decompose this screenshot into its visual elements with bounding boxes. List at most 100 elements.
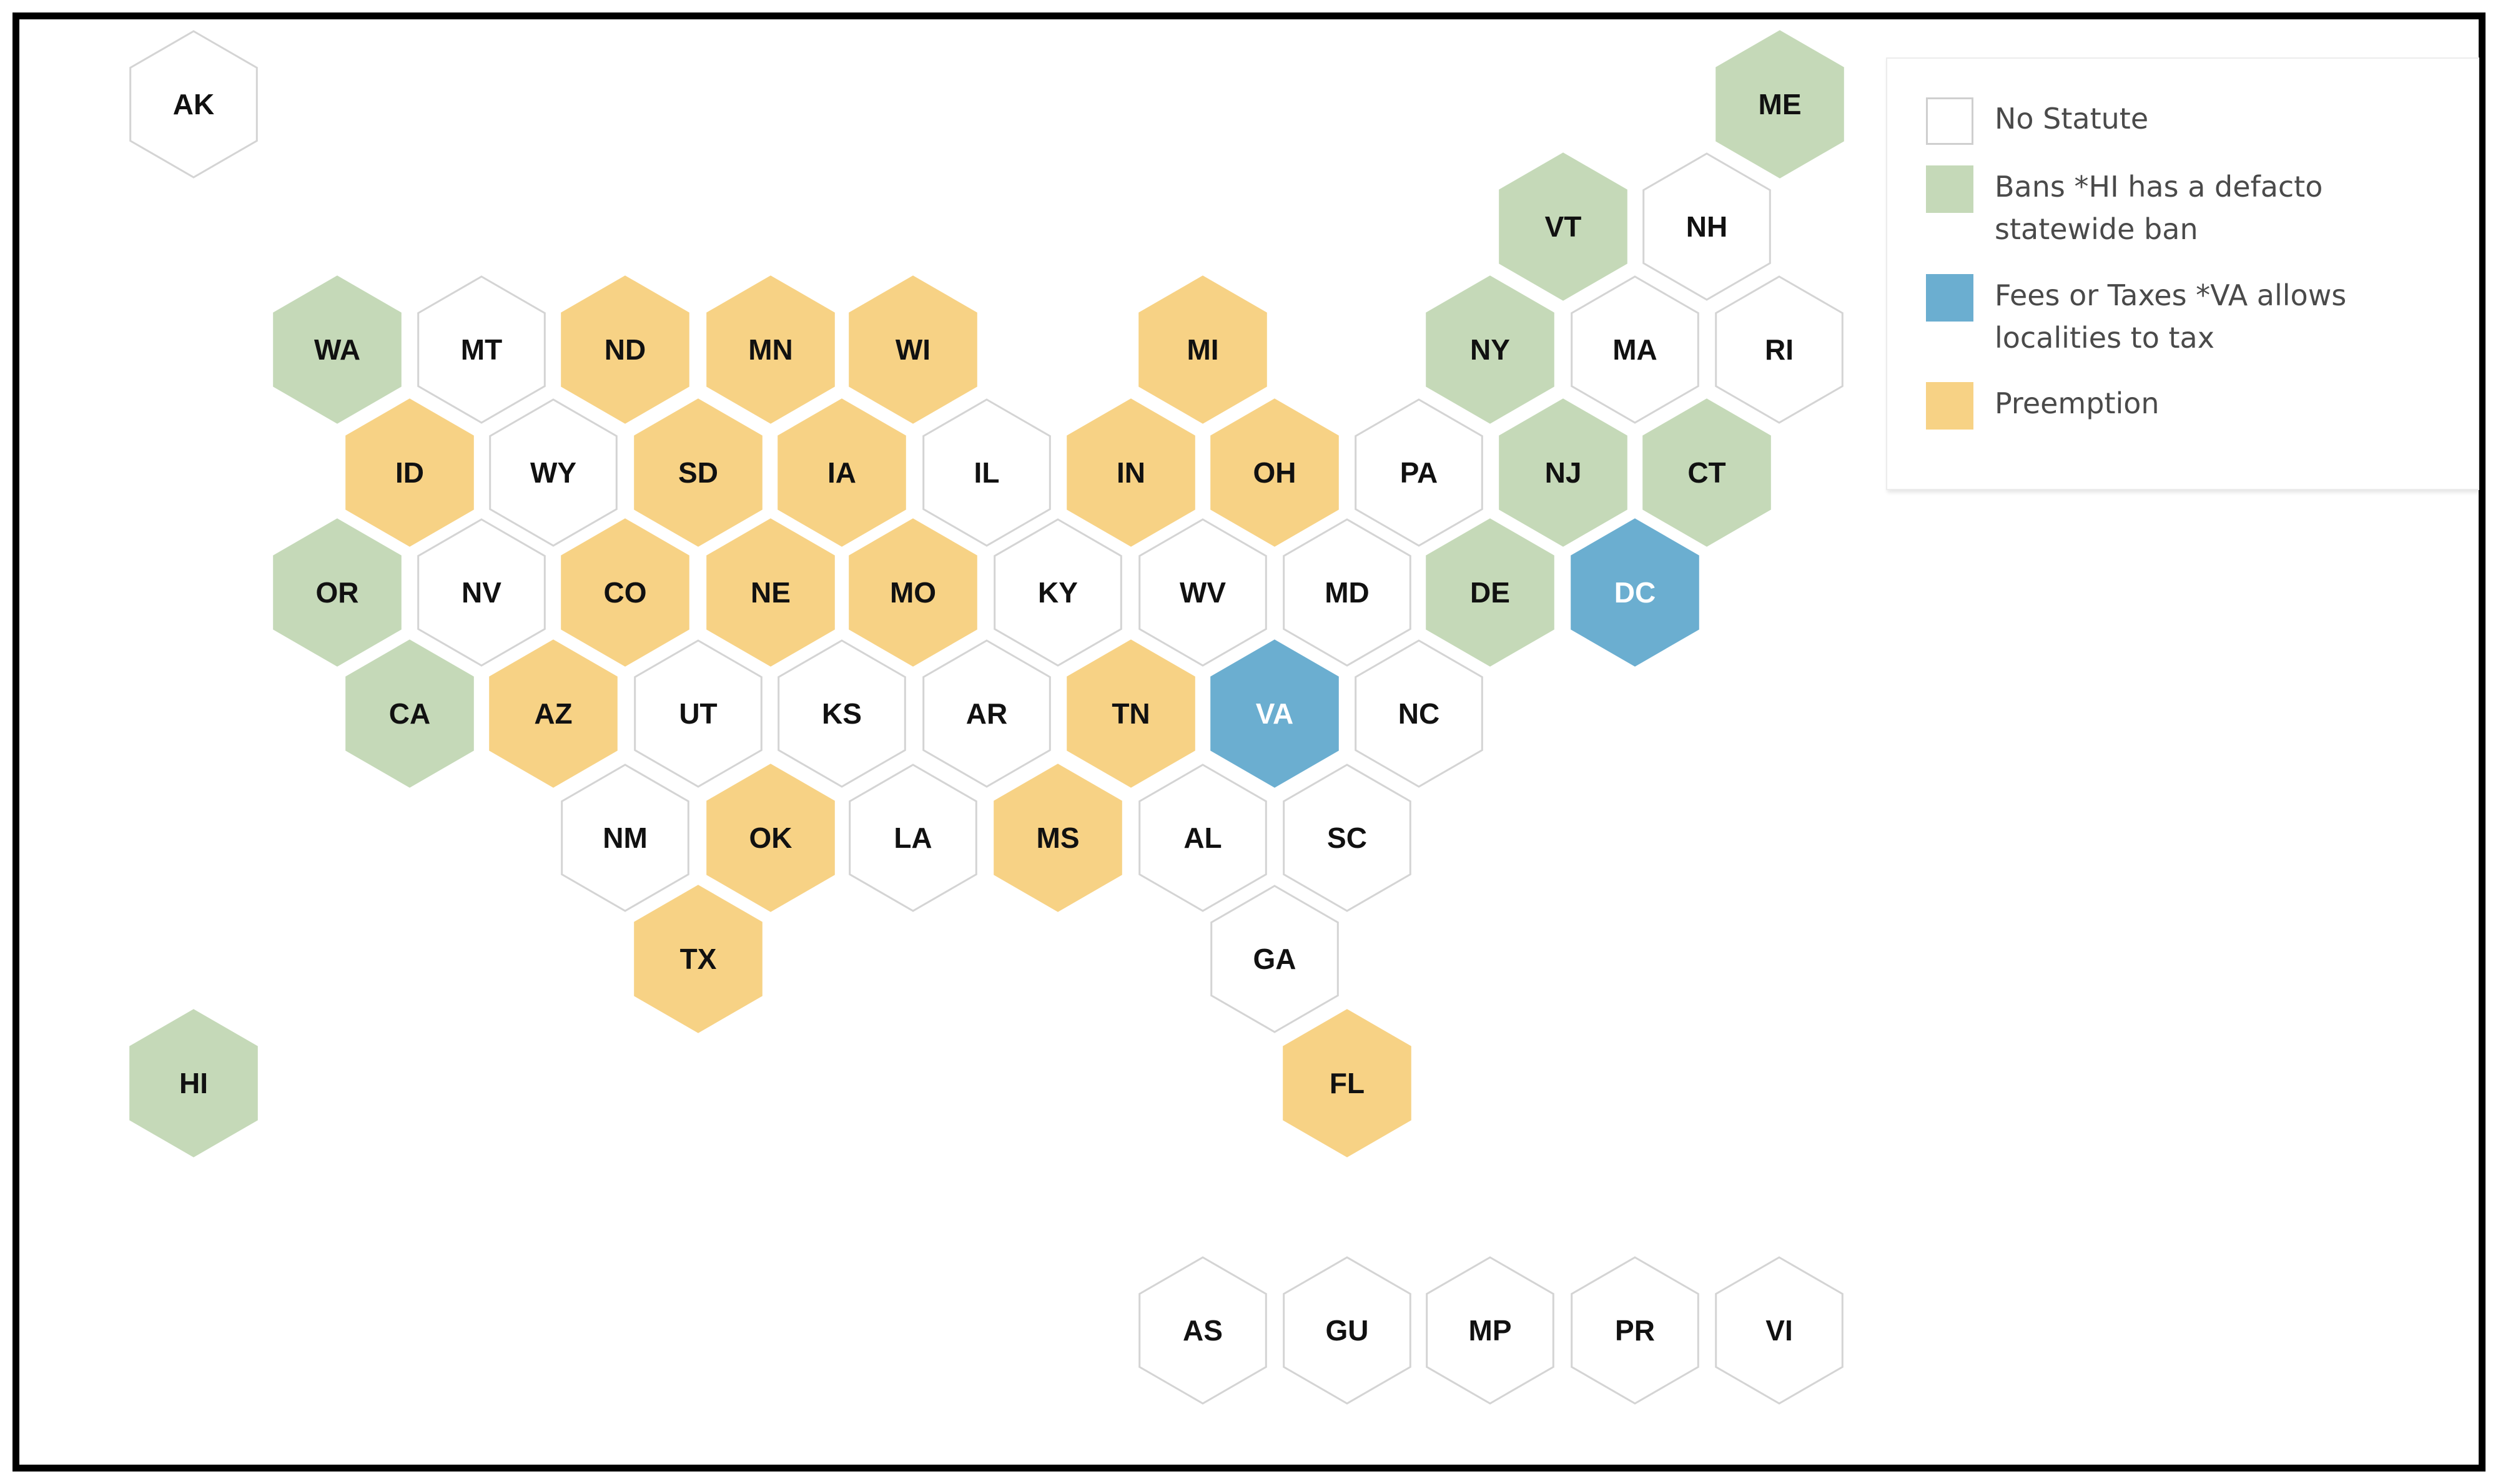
- state-label-ar: AR: [966, 697, 1007, 730]
- state-label-ct: CT: [1687, 456, 1725, 489]
- state-tile-ks: KS: [778, 639, 906, 788]
- state-label-as: AS: [1183, 1314, 1223, 1347]
- state-label-ky: KY: [1038, 576, 1078, 609]
- state-tile-nd: ND: [561, 275, 689, 424]
- state-label-ut: UT: [679, 697, 717, 730]
- state-hex-il: [922, 398, 1051, 547]
- state-label-wi: WI: [896, 333, 931, 366]
- state-hex-pr: [1571, 1256, 1699, 1405]
- legend-item-fees-or-taxes: Fees or Taxes *VA allows localities to t…: [1926, 274, 2444, 359]
- legend-swatch-preemption: [1926, 382, 1973, 430]
- state-hex-ak: [129, 30, 258, 179]
- state-hex-sd: [634, 398, 763, 547]
- state-label-ak: AK: [173, 88, 214, 120]
- state-hex-mi: [1138, 275, 1267, 424]
- state-tile-nh: NH: [1642, 152, 1771, 301]
- state-hex-pa: [1355, 398, 1483, 547]
- state-label-ia: IA: [827, 456, 856, 489]
- state-label-ri: RI: [1765, 333, 1794, 366]
- state-hex-ga: [1210, 885, 1339, 1033]
- legend-label-fees-or-taxes: Fees or Taxes *VA allows localities to t…: [1995, 278, 2347, 355]
- state-tile-ma: MA: [1571, 275, 1699, 424]
- state-tile-nj: NJ: [1499, 398, 1627, 547]
- state-label-ne: NE: [751, 576, 791, 609]
- state-tile-ri: RI: [1715, 275, 1844, 424]
- state-label-tx: TX: [680, 943, 717, 975]
- state-tile-ne: NE: [706, 518, 835, 667]
- state-label-ks: KS: [822, 697, 862, 730]
- state-tile-mo: MO: [849, 518, 977, 667]
- state-hex-de: [1426, 518, 1554, 667]
- state-hex-nv: [417, 518, 546, 667]
- state-tile-al: AL: [1138, 764, 1267, 912]
- legend-label-bans: Bans *HI has a defacto statewide ban: [1995, 170, 2323, 246]
- state-tile-dc: DC: [1571, 518, 1699, 667]
- state-label-sc: SC: [1327, 822, 1367, 854]
- state-hex-fl: [1283, 1009, 1411, 1157]
- state-tile-wi: WI: [849, 275, 977, 424]
- state-hex-md: [1283, 518, 1411, 667]
- state-tile-il: IL: [922, 398, 1051, 547]
- state-tile-ms: MS: [994, 764, 1122, 912]
- state-label-oh: OH: [1253, 456, 1296, 489]
- state-hex-nh: [1642, 152, 1771, 301]
- state-tile-fl: FL: [1283, 1009, 1411, 1157]
- state-label-nh: NH: [1686, 210, 1727, 243]
- state-tile-ok: OK: [706, 764, 835, 912]
- state-tile-hi: HI: [129, 1009, 258, 1157]
- state-label-me: ME: [1759, 88, 1802, 120]
- state-tile-ut: UT: [634, 639, 763, 788]
- state-label-hi: HI: [179, 1067, 208, 1099]
- state-tile-ar: AR: [922, 639, 1051, 788]
- state-label-az: AZ: [534, 697, 572, 730]
- state-hex-tn: [1067, 639, 1195, 788]
- state-label-nm: NM: [603, 822, 648, 854]
- state-tile-ky: KY: [994, 518, 1122, 667]
- state-tile-in: IN: [1067, 398, 1195, 547]
- state-label-md: MD: [1325, 576, 1370, 609]
- state-hex-ky: [994, 518, 1122, 667]
- state-label-dc: DC: [1614, 576, 1656, 609]
- state-hex-oh: [1210, 398, 1339, 547]
- state-tile-me: ME: [1716, 30, 1844, 179]
- state-hex-mo: [849, 518, 977, 667]
- state-tile-tn: TN: [1067, 639, 1195, 788]
- state-tile-nc: NC: [1355, 639, 1483, 788]
- state-label-id: ID: [395, 456, 424, 489]
- state-tile-la: LA: [849, 764, 977, 912]
- legend-item-no-statute: No Statute: [1926, 97, 2444, 145]
- state-label-vi: VI: [1765, 1314, 1792, 1347]
- state-label-va: VA: [1256, 697, 1294, 730]
- state-label-wa: WA: [314, 333, 360, 366]
- state-tile-ny: NY: [1426, 275, 1554, 424]
- state-label-il: IL: [974, 456, 1000, 489]
- state-hex-ks: [778, 639, 906, 788]
- state-hex-ct: [1642, 398, 1771, 547]
- state-tile-ct: CT: [1642, 398, 1771, 547]
- legend-label-no-statute: No Statute: [1995, 102, 2149, 135]
- state-label-or: OR: [316, 576, 359, 609]
- state-label-mi: MI: [1187, 333, 1218, 366]
- state-label-mt: MT: [461, 333, 502, 366]
- state-label-fl: FL: [1330, 1067, 1365, 1099]
- state-label-tn: TN: [1112, 697, 1150, 730]
- state-label-wy: WY: [530, 456, 576, 489]
- state-hex-la: [849, 764, 977, 912]
- state-hex-az: [489, 639, 618, 788]
- state-label-ma: MA: [1612, 333, 1657, 366]
- state-hex-ut: [634, 639, 763, 788]
- state-tile-vi: VI: [1715, 1256, 1844, 1405]
- state-hex-co: [561, 518, 689, 667]
- state-label-nd: ND: [605, 333, 646, 366]
- state-hex-vt: [1499, 152, 1627, 301]
- state-label-co: CO: [604, 576, 647, 609]
- state-tile-wy: WY: [489, 398, 618, 547]
- legend-item-bans: Bans *HI has a defacto statewide ban: [1926, 165, 2444, 250]
- state-tile-va: VA: [1210, 639, 1339, 788]
- state-tile-wa: WA: [273, 275, 402, 424]
- state-tile-sd: SD: [634, 398, 763, 547]
- state-hex-ok: [706, 764, 835, 912]
- state-hex-wy: [489, 398, 618, 547]
- state-tile-ca: CA: [345, 639, 474, 788]
- state-tile-as: AS: [1138, 1256, 1267, 1405]
